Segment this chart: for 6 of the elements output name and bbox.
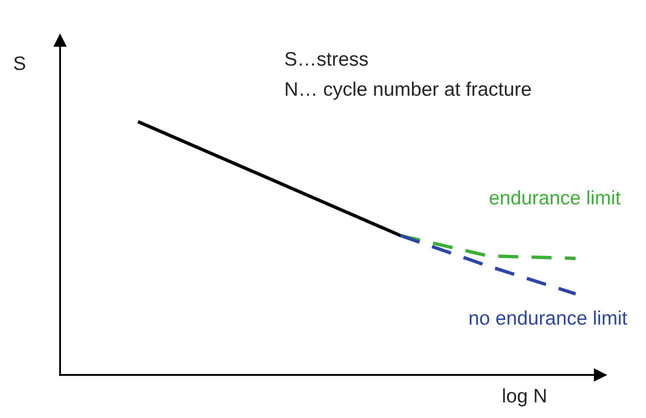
series-label: no endurance limit [470, 310, 628, 325]
x-axis-title: log N [503, 388, 546, 406]
text: endurance limit [490, 190, 621, 205]
y-axis-title: S [14, 56, 26, 70]
text: N… cycle number at fracture [286, 82, 531, 100]
text: S…stress [285, 52, 368, 66]
